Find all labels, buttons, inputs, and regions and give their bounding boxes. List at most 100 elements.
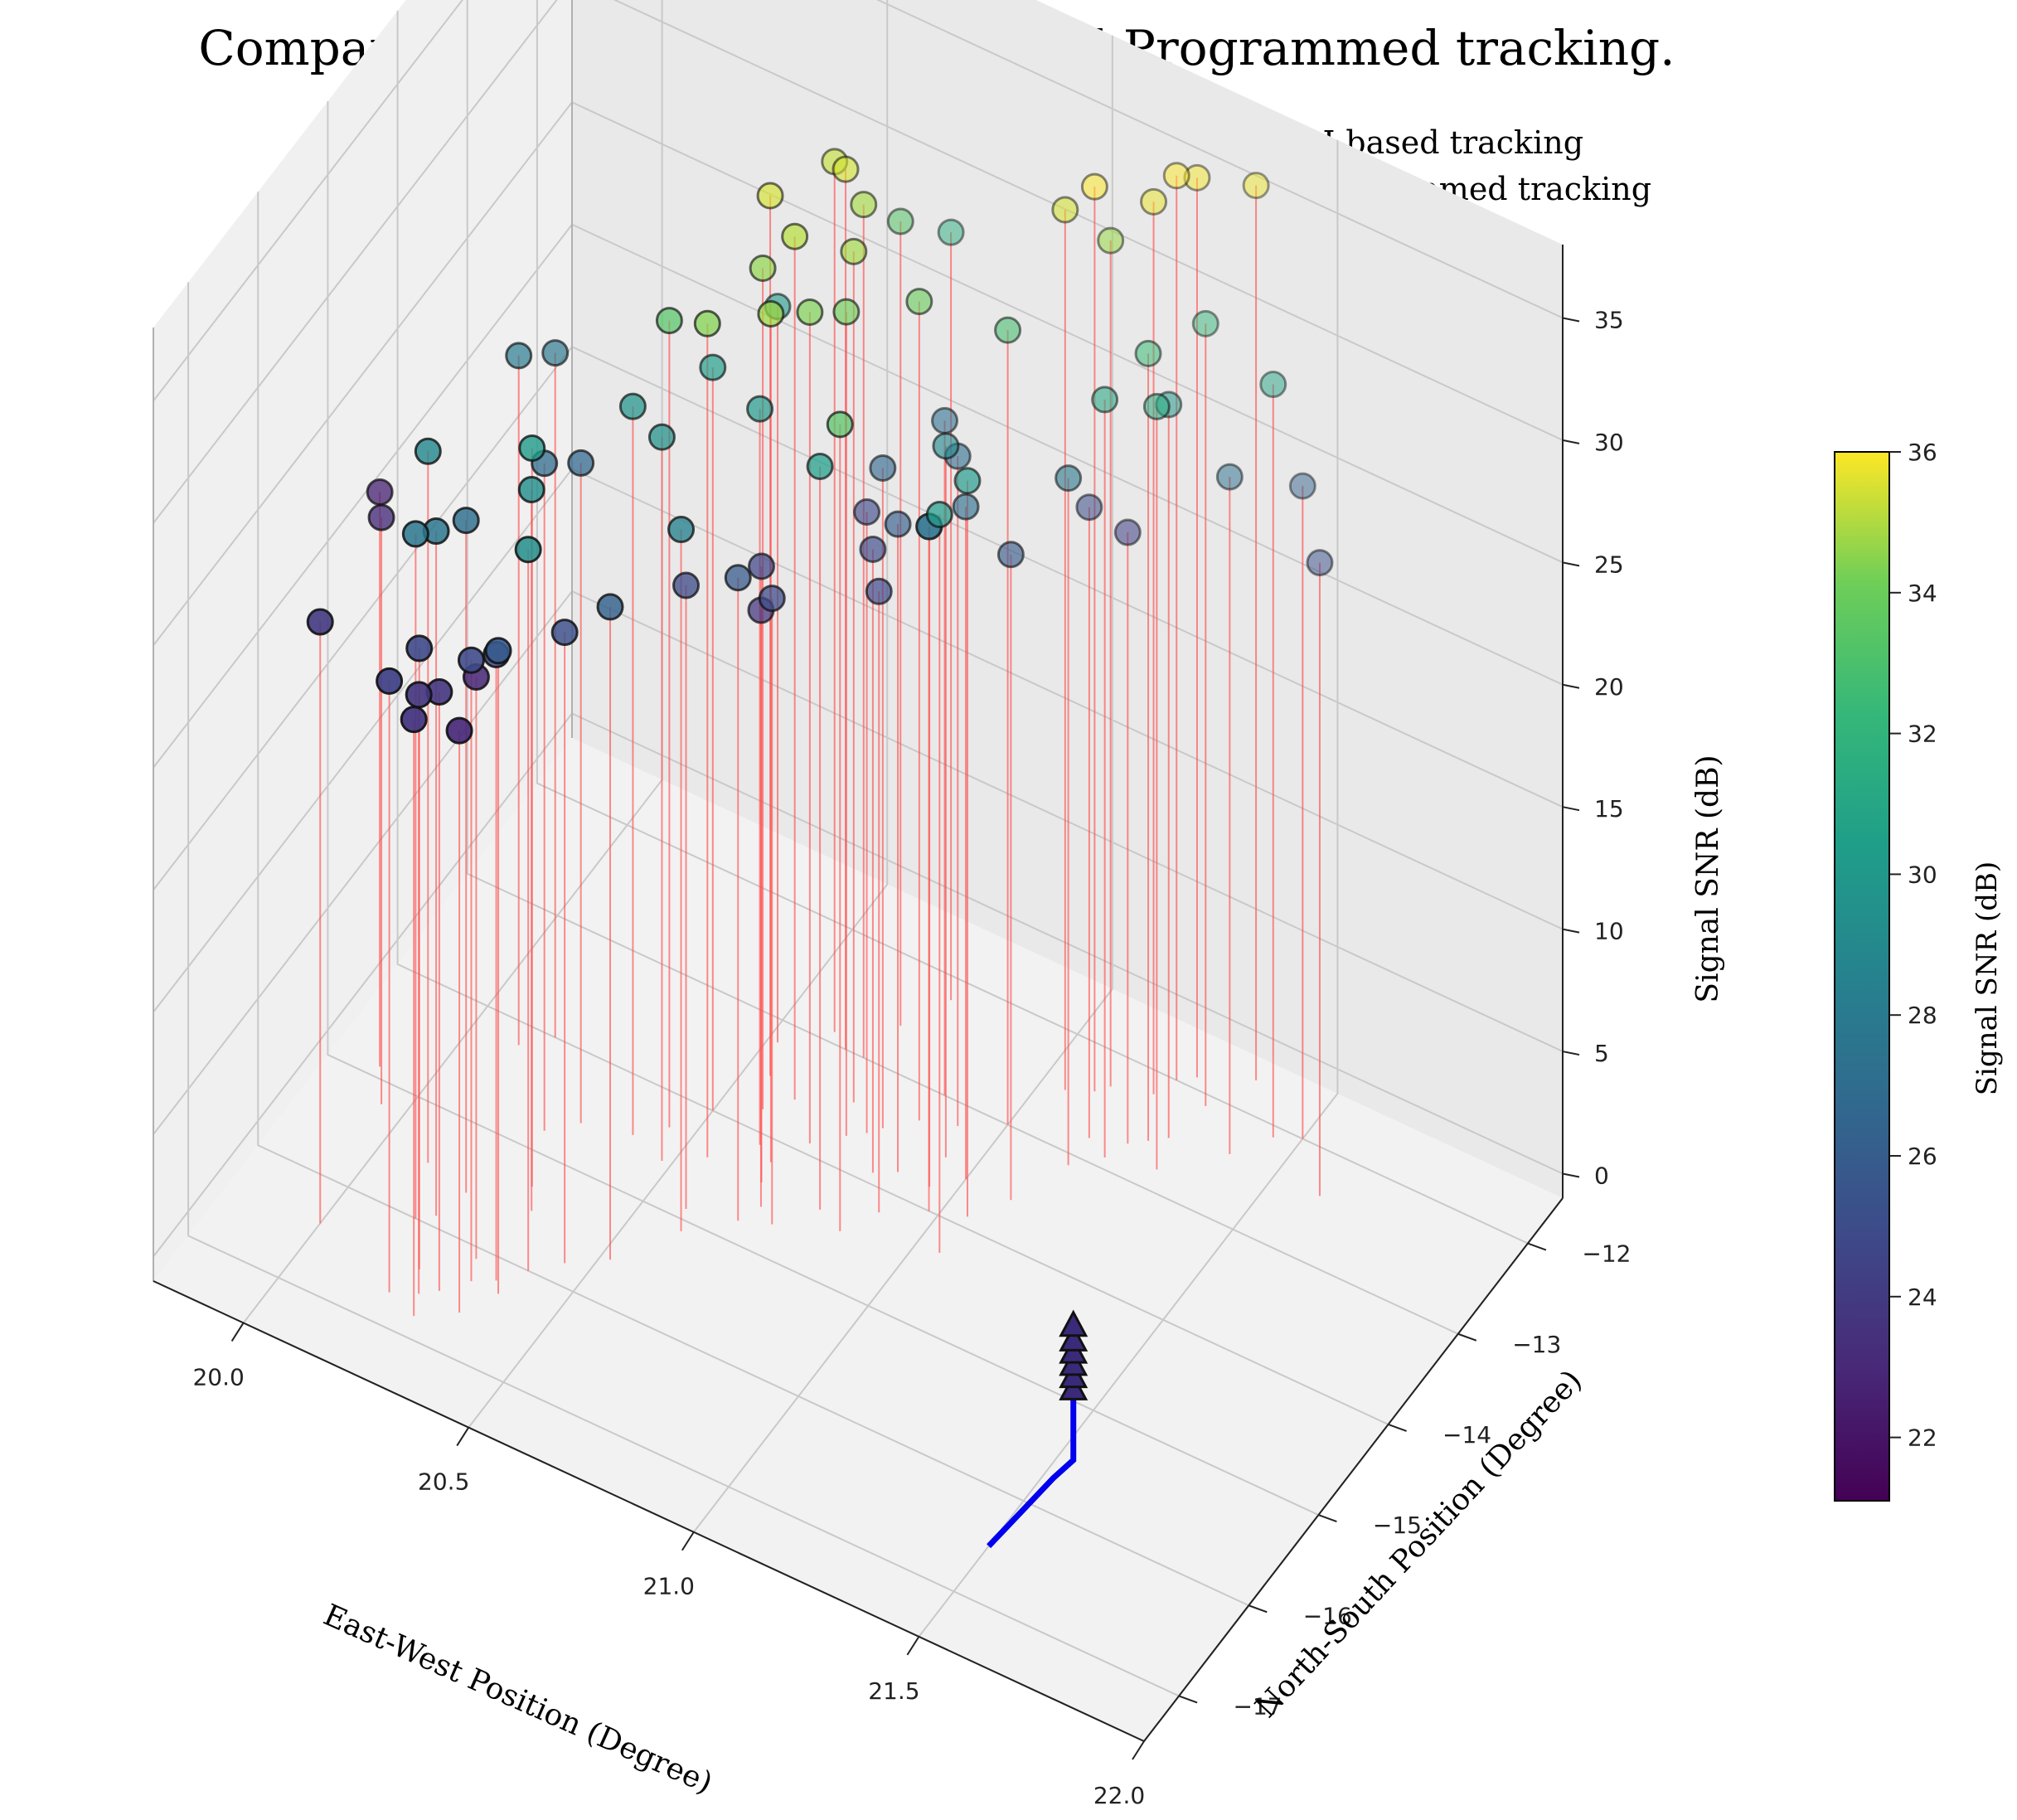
- x-tick-mark: [681, 1531, 695, 1551]
- ai-point: [746, 395, 774, 423]
- y-tick-label: −12: [1582, 1240, 1631, 1268]
- z-tick-mark: [1562, 561, 1580, 567]
- ai-point: [826, 410, 854, 439]
- ai-point: [514, 536, 542, 564]
- ai-point: [596, 593, 624, 621]
- colorbar-tick-label: 28: [1908, 1002, 1937, 1029]
- ai-point: [724, 564, 752, 592]
- y-tick-mark: [1527, 1242, 1547, 1251]
- ai-point: [306, 608, 334, 636]
- y-tick-mark: [1457, 1332, 1477, 1342]
- colorbar-tick-label: 36: [1908, 439, 1937, 466]
- ai-point: [518, 434, 546, 462]
- ai-point: [747, 552, 775, 580]
- ai-point: [884, 510, 912, 538]
- ai-point: [757, 299, 785, 328]
- y-tick-label: −13: [1512, 1331, 1561, 1358]
- ai-point: [1134, 339, 1162, 367]
- colorbar-tick-label: 32: [1908, 721, 1937, 748]
- axis-ticks: 20.0 20.5 21.0 21.5 22.0 −17 −16 −15 −14 −13 −12 0 5…: [153, 245, 1631, 1809]
- ai-point: [699, 353, 727, 381]
- y-tick-mark: [1388, 1423, 1407, 1432]
- ai-point: [1142, 392, 1171, 420]
- z-tick-label: 20: [1594, 673, 1624, 701]
- y-tick-label: −14: [1442, 1421, 1491, 1449]
- ai-point: [1162, 162, 1190, 190]
- grid-line-z: [153, 0, 1564, 524]
- stem-lines: [319, 161, 1321, 1317]
- ai-point: [541, 339, 570, 367]
- ai-point: [376, 667, 404, 695]
- colorbar-tick-label: 22: [1908, 1424, 1937, 1452]
- y-tick-mark: [1178, 1695, 1198, 1704]
- ai-point: [953, 467, 982, 495]
- ai-point: [1306, 549, 1334, 577]
- y-tick-label: −15: [1373, 1512, 1422, 1539]
- z-tick-mark: [1562, 928, 1580, 934]
- y-tick-label: −17: [1234, 1692, 1282, 1720]
- z-tick-label: 10: [1594, 918, 1624, 945]
- ai-point: [445, 716, 473, 745]
- programmed-path: [987, 1399, 1077, 1549]
- ai-point: [1242, 172, 1270, 200]
- ai-point: [405, 634, 434, 662]
- z-tick-label: 15: [1594, 795, 1624, 823]
- programmed-path-line: [987, 1399, 1077, 1549]
- x-axis-line: [153, 1280, 1145, 1742]
- ai-point: [931, 406, 959, 434]
- ai-point: [806, 452, 834, 480]
- grid-line-z: [153, 0, 1564, 402]
- ai-point: [1075, 493, 1103, 522]
- x-tick-mark: [456, 1427, 470, 1447]
- y-axis-line: [1143, 1197, 1564, 1742]
- ai-point: [925, 500, 953, 528]
- ai-point: [405, 681, 433, 709]
- colorbar-tick-label: 34: [1908, 580, 1937, 607]
- ai-point: [505, 342, 533, 370]
- ai-point: [758, 585, 786, 613]
- z-tick-mark: [1562, 806, 1580, 812]
- ai-point: [853, 498, 881, 527]
- ai-point: [550, 619, 579, 647]
- ai-point: [886, 207, 914, 235]
- back-right-pane: [572, 0, 1563, 1198]
- colorbar-tick-label: 24: [1908, 1284, 1937, 1311]
- ai-point: [517, 475, 545, 503]
- ai-point: [994, 316, 1022, 344]
- colorbar-tick-label: 30: [1908, 861, 1937, 888]
- ai-point: [756, 182, 784, 210]
- ai-point: [400, 706, 428, 734]
- y-tick-mark: [1248, 1604, 1268, 1614]
- ai-point: [567, 449, 595, 477]
- ai-point: [796, 298, 824, 326]
- y-tick-label: −16: [1303, 1602, 1352, 1629]
- ai-point: [749, 254, 777, 282]
- z-axis-label: Signal SNR (dB): [1691, 755, 1725, 1002]
- ai-point: [655, 307, 683, 335]
- ai-point: [1113, 518, 1142, 546]
- ai-point: [1051, 196, 1079, 224]
- z-tick-label: 25: [1594, 551, 1624, 578]
- x-tick-label: 21.5: [868, 1677, 919, 1705]
- colorbar: 22 24 26 28 30 32 34 36 Signal SNR (dB): [1834, 439, 2004, 1502]
- ai-point: [452, 507, 480, 535]
- ai-point: [937, 218, 965, 246]
- programmed-point: [1059, 1324, 1089, 1352]
- colorbar-gradient: [1834, 451, 1890, 1502]
- ai-point: [1288, 472, 1316, 500]
- ai-point: [850, 191, 878, 219]
- ai-point: [618, 392, 647, 420]
- ai-point: [1259, 371, 1287, 399]
- ai-point: [905, 288, 933, 316]
- ai-point: [1091, 386, 1119, 414]
- ai-point: [832, 155, 860, 183]
- ai-point: [1191, 309, 1219, 337]
- colorbar-tick-label: 26: [1908, 1143, 1937, 1170]
- ai-point: [367, 503, 395, 531]
- z-tick-mark: [1562, 683, 1580, 689]
- ai-point: [952, 493, 980, 521]
- ai-point: [366, 478, 394, 506]
- ai-point: [932, 432, 960, 460]
- ai-point: [996, 541, 1025, 569]
